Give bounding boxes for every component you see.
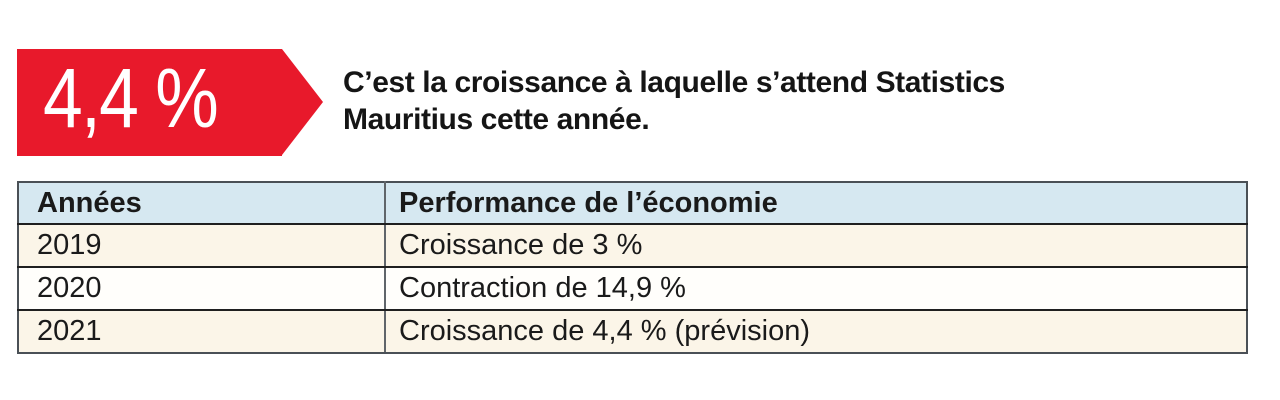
- headline-line-2: Mauritius cette année.: [343, 103, 650, 136]
- growth-badge-rect: 4,4 %: [17, 49, 282, 156]
- year-cell: 2019: [17, 223, 386, 268]
- headline: C’est la croissance à laquelle s’attend …: [343, 64, 1005, 138]
- year-cell: 2020: [17, 266, 386, 311]
- performance-cell: Croissance de 3 %: [384, 223, 1248, 268]
- table-row-2020: 2020 Contraction de 14,9 %: [17, 266, 1248, 311]
- year-cell: 2021: [17, 309, 386, 354]
- economy-performance-table: Années Performance de l’économie 2019 Cr…: [17, 181, 1248, 354]
- growth-badge: 4,4 %: [17, 49, 323, 156]
- table-row-2019: 2019 Croissance de 3 %: [17, 223, 1248, 268]
- table-row-2021: 2021 Croissance de 4,4 % (prévision): [17, 309, 1248, 354]
- table-header-row: Années Performance de l’économie: [17, 181, 1248, 225]
- column-header-years: Années: [17, 181, 386, 225]
- column-header-performance: Performance de l’économie: [384, 181, 1248, 225]
- growth-badge-value: 4,4 %: [43, 50, 219, 145]
- performance-cell: Contraction de 14,9 %: [384, 266, 1248, 311]
- arrow-right-shape: [282, 49, 323, 155]
- headline-line-1: C’est la croissance à laquelle s’attend …: [343, 66, 1005, 99]
- performance-cell: Croissance de 4,4 % (prévision): [384, 309, 1248, 354]
